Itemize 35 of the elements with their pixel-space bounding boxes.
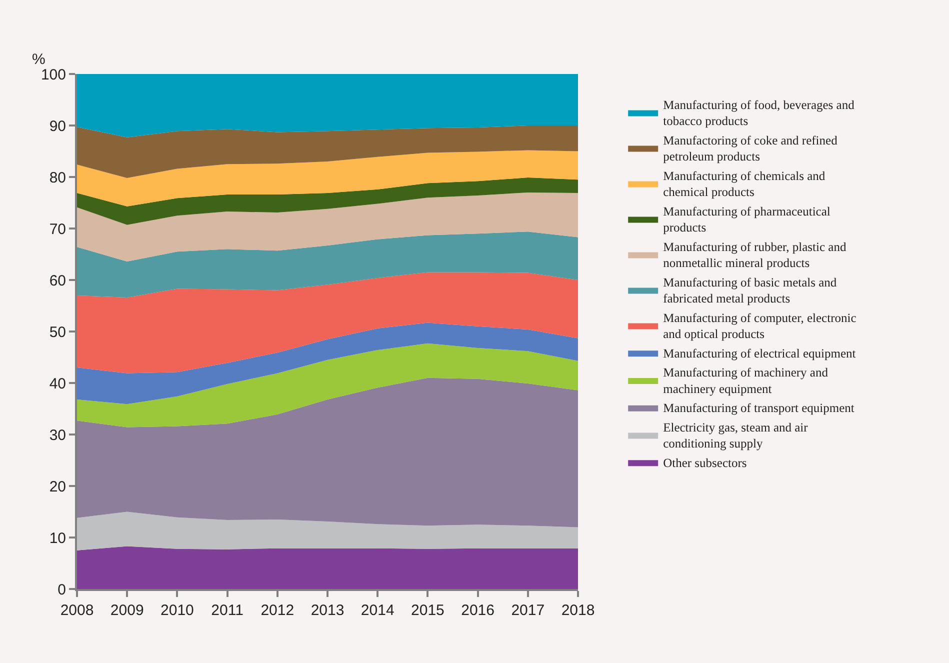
legend-label: Manufactoring of coke and refined petroleum products	[663, 133, 838, 164]
x-tick-label: 2016	[461, 602, 494, 619]
y-axis-title: %	[32, 51, 46, 68]
y-tick-label: 50	[49, 324, 66, 341]
legend-label: Manufacturing of food, beverages and tobacco products	[663, 98, 856, 128]
x-tick-label: 2017	[511, 602, 545, 619]
x-tick-label: 2011	[211, 602, 244, 619]
y-tick-label: 80	[49, 169, 66, 186]
legend-label: Manufacturing of machinery and machinery equipment	[663, 366, 829, 396]
x-tick-label: 2015	[411, 602, 444, 619]
x-tick-label: 2013	[310, 602, 344, 619]
y-tick-label: 40	[49, 375, 66, 392]
x-tick-label: 2018	[561, 602, 595, 619]
x-tick-label: 2008	[60, 602, 94, 619]
x-tick-label: 2014	[360, 602, 394, 619]
y-tick-label: 10	[49, 530, 66, 547]
y-tick-label: 0	[58, 581, 66, 598]
x-tick-label: 2012	[260, 602, 294, 619]
y-tick-label: 70	[49, 220, 66, 238]
legend-label: Manufacturing of electrical equipment	[663, 346, 856, 360]
y-tick-label: 100	[40, 66, 66, 84]
y-tick-label: 90	[49, 118, 66, 135]
x-tick-label: 2010	[160, 602, 194, 619]
legend-label: Manufacturing of transport equipment	[663, 401, 855, 416]
legend-label: Manufacturing of chemicals and chemical products	[663, 168, 826, 200]
legend-label: Manufacturing of computer, electronic and optical products	[663, 310, 857, 342]
x-tick-label: 2009	[110, 602, 144, 619]
legend-label: Manufacturing of pharmaceutical products	[663, 204, 831, 235]
legend-label: Other subsectors	[663, 456, 747, 470]
legend-label: Electricity gas, steam and air conditioning supply	[663, 420, 809, 451]
legend-label: Manufacturing of rubber, plastic and nonmetallic mineral products	[663, 240, 847, 270]
y-tick-label: 20	[49, 478, 66, 496]
legend-label: Manufacturing of basic metals and fabricated metal products	[663, 275, 838, 306]
y-tick-label: 60	[49, 272, 66, 290]
y-tick-label: 30	[49, 426, 66, 444]
